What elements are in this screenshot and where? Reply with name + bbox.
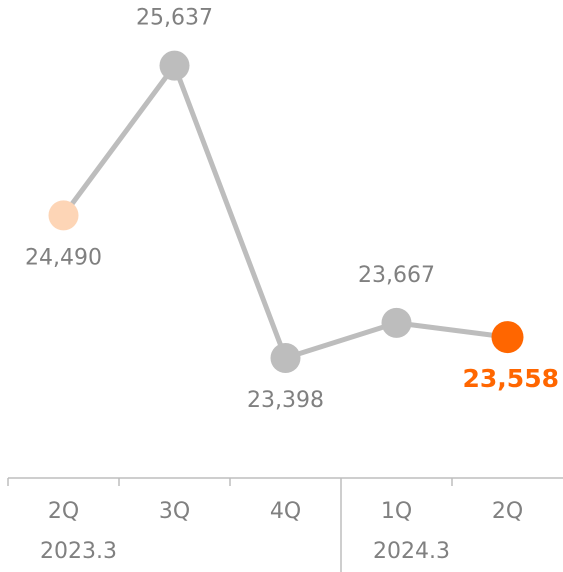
point [270, 342, 301, 373]
value-label: 24,490 [25, 245, 102, 270]
value-label: 23,667 [358, 263, 435, 288]
point [159, 50, 190, 81]
point [491, 321, 524, 354]
group-label: 2024.3 [373, 539, 450, 564]
value-label: 23,398 [247, 388, 324, 413]
x-tick-label: 2Q [492, 499, 523, 524]
x-tick-label: 2Q [48, 499, 79, 524]
line [61, 63, 508, 361]
point [48, 200, 79, 231]
value-label: 25,637 [136, 6, 213, 31]
group-label: 2023.3 [40, 539, 117, 564]
value-label: 23,558 [463, 364, 559, 393]
point [381, 307, 412, 338]
x-tick-label: 1Q [381, 499, 412, 524]
x-tick-label: 3Q [159, 499, 190, 524]
x-tick-label: 4Q [270, 499, 301, 524]
